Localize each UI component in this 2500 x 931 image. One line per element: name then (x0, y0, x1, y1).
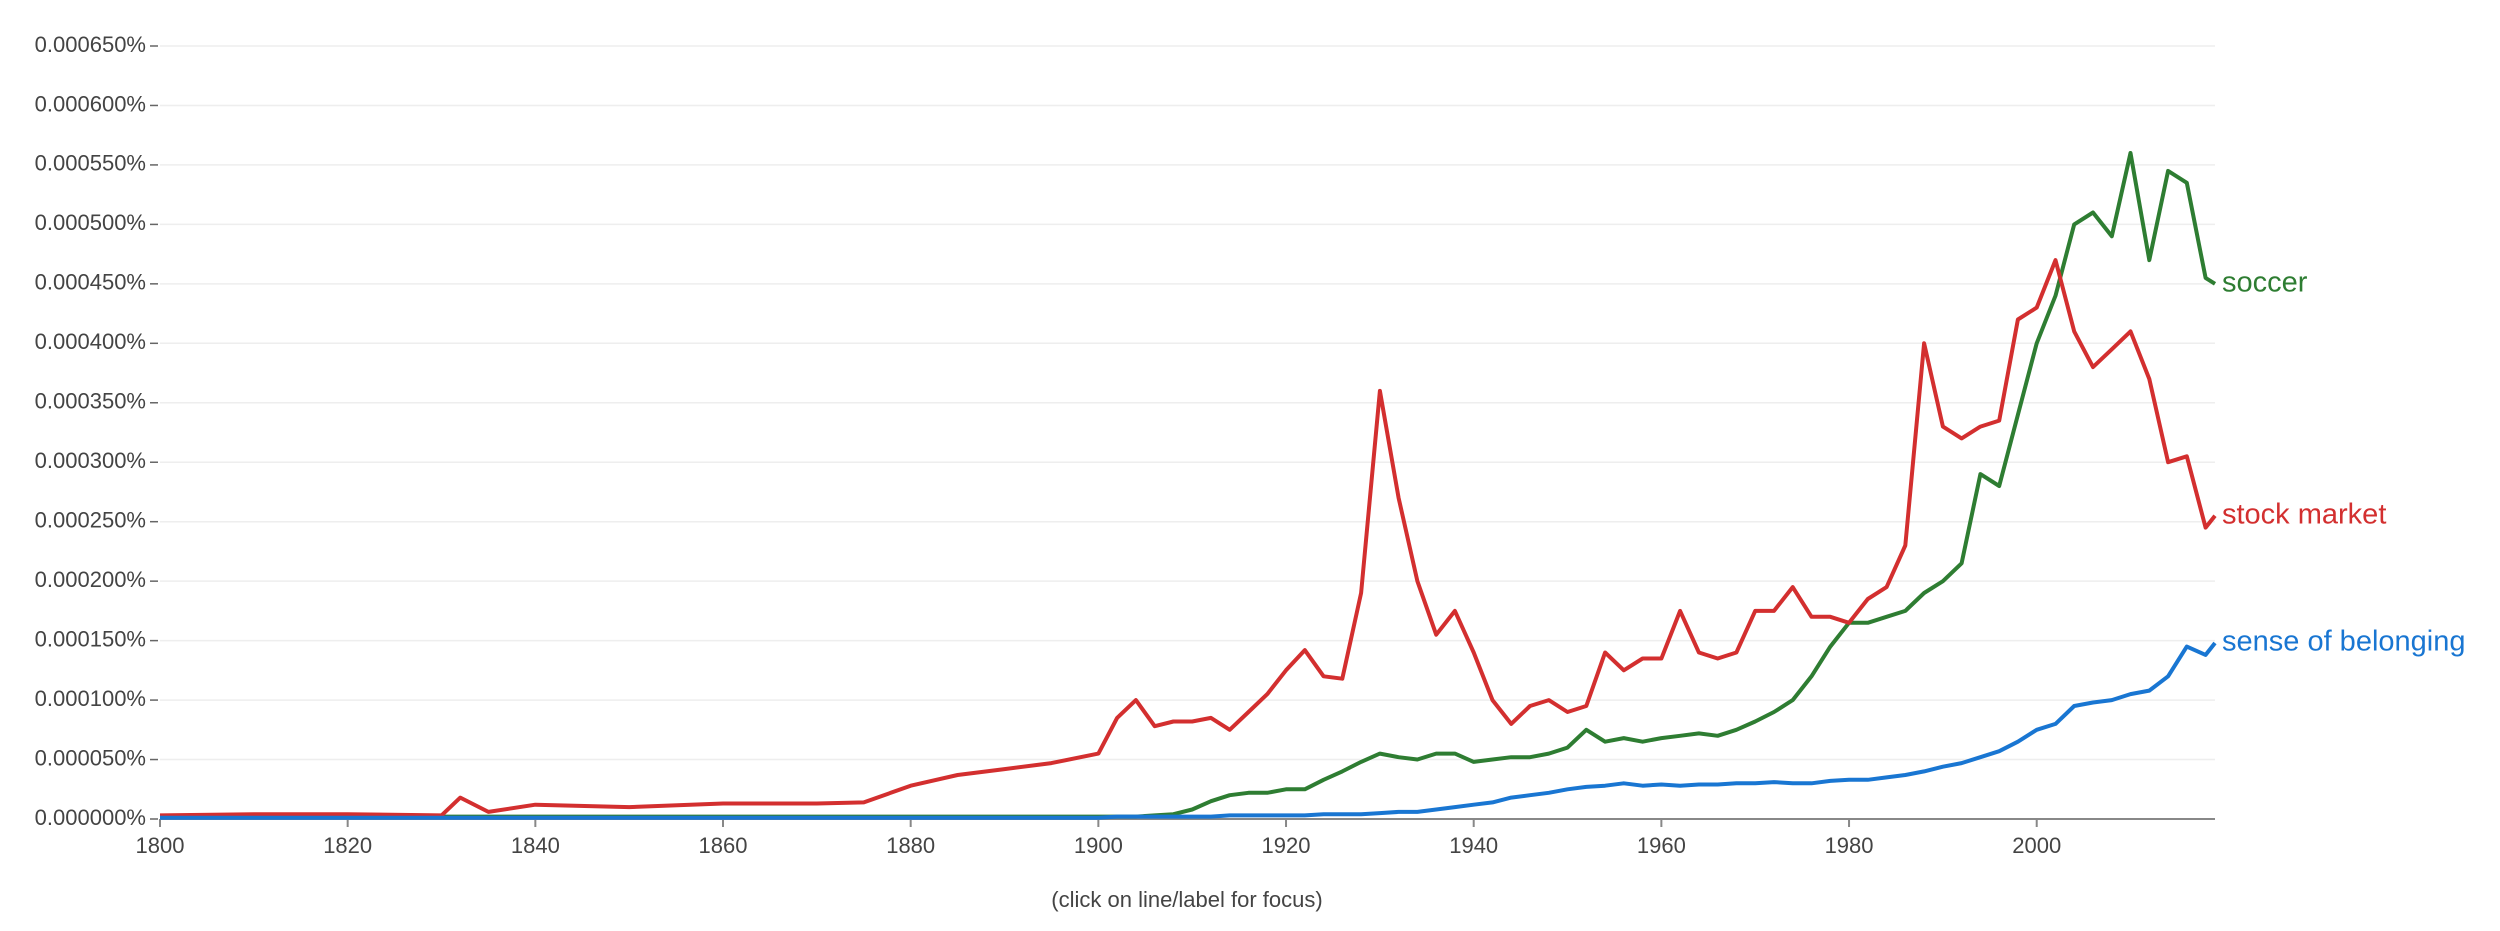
x-tick-label: 1900 (1074, 833, 1123, 858)
x-tick-label: 1820 (323, 833, 372, 858)
y-tick-label: 0.000350% (35, 389, 146, 414)
x-tick-label: 1800 (136, 833, 185, 858)
y-tick-label: 0.000150% (35, 626, 146, 651)
series-line[interactable] (159, 258, 2217, 818)
x-tick-label: 1880 (886, 833, 935, 858)
y-tick-label: 0.000200% (35, 567, 146, 592)
y-tick-label: 0.000600% (35, 91, 146, 116)
legend-label[interactable]: sense of belonging (2222, 626, 2465, 658)
footer: (click on line/label for focus) (1051, 887, 1322, 912)
x-tick-label: 1920 (1262, 833, 1311, 858)
y-tick-label: 0.000050% (35, 745, 146, 770)
y-tick-label: 0.000450% (35, 270, 146, 295)
y-tick-label: 0.000400% (35, 329, 146, 354)
y-tick-label: 0.000300% (35, 448, 146, 473)
y-tick-label: 0.000100% (35, 686, 146, 711)
x-tick-label: 2000 (2012, 833, 2061, 858)
legend-label[interactable]: stock market (2222, 498, 2386, 530)
x-tick-label: 1960 (1637, 833, 1686, 858)
y-tick-label: 0.000550% (35, 151, 146, 176)
y-tick-label: 0.000650% (35, 32, 146, 57)
x-tick-label: 1860 (699, 833, 748, 858)
x-tick-label: 1980 (1825, 833, 1874, 858)
x-tick-label: 1940 (1449, 833, 1498, 858)
series-line[interactable] (160, 151, 2217, 819)
y-tick-label: 0.000500% (35, 210, 146, 235)
legend-label[interactable]: soccer (2222, 267, 2308, 299)
x-tick-label: 1840 (511, 833, 560, 858)
y-tick-label: 0.000000% (35, 805, 146, 830)
y-tick-label: 0.000250% (35, 508, 146, 533)
series-line[interactable] (160, 641, 2217, 820)
